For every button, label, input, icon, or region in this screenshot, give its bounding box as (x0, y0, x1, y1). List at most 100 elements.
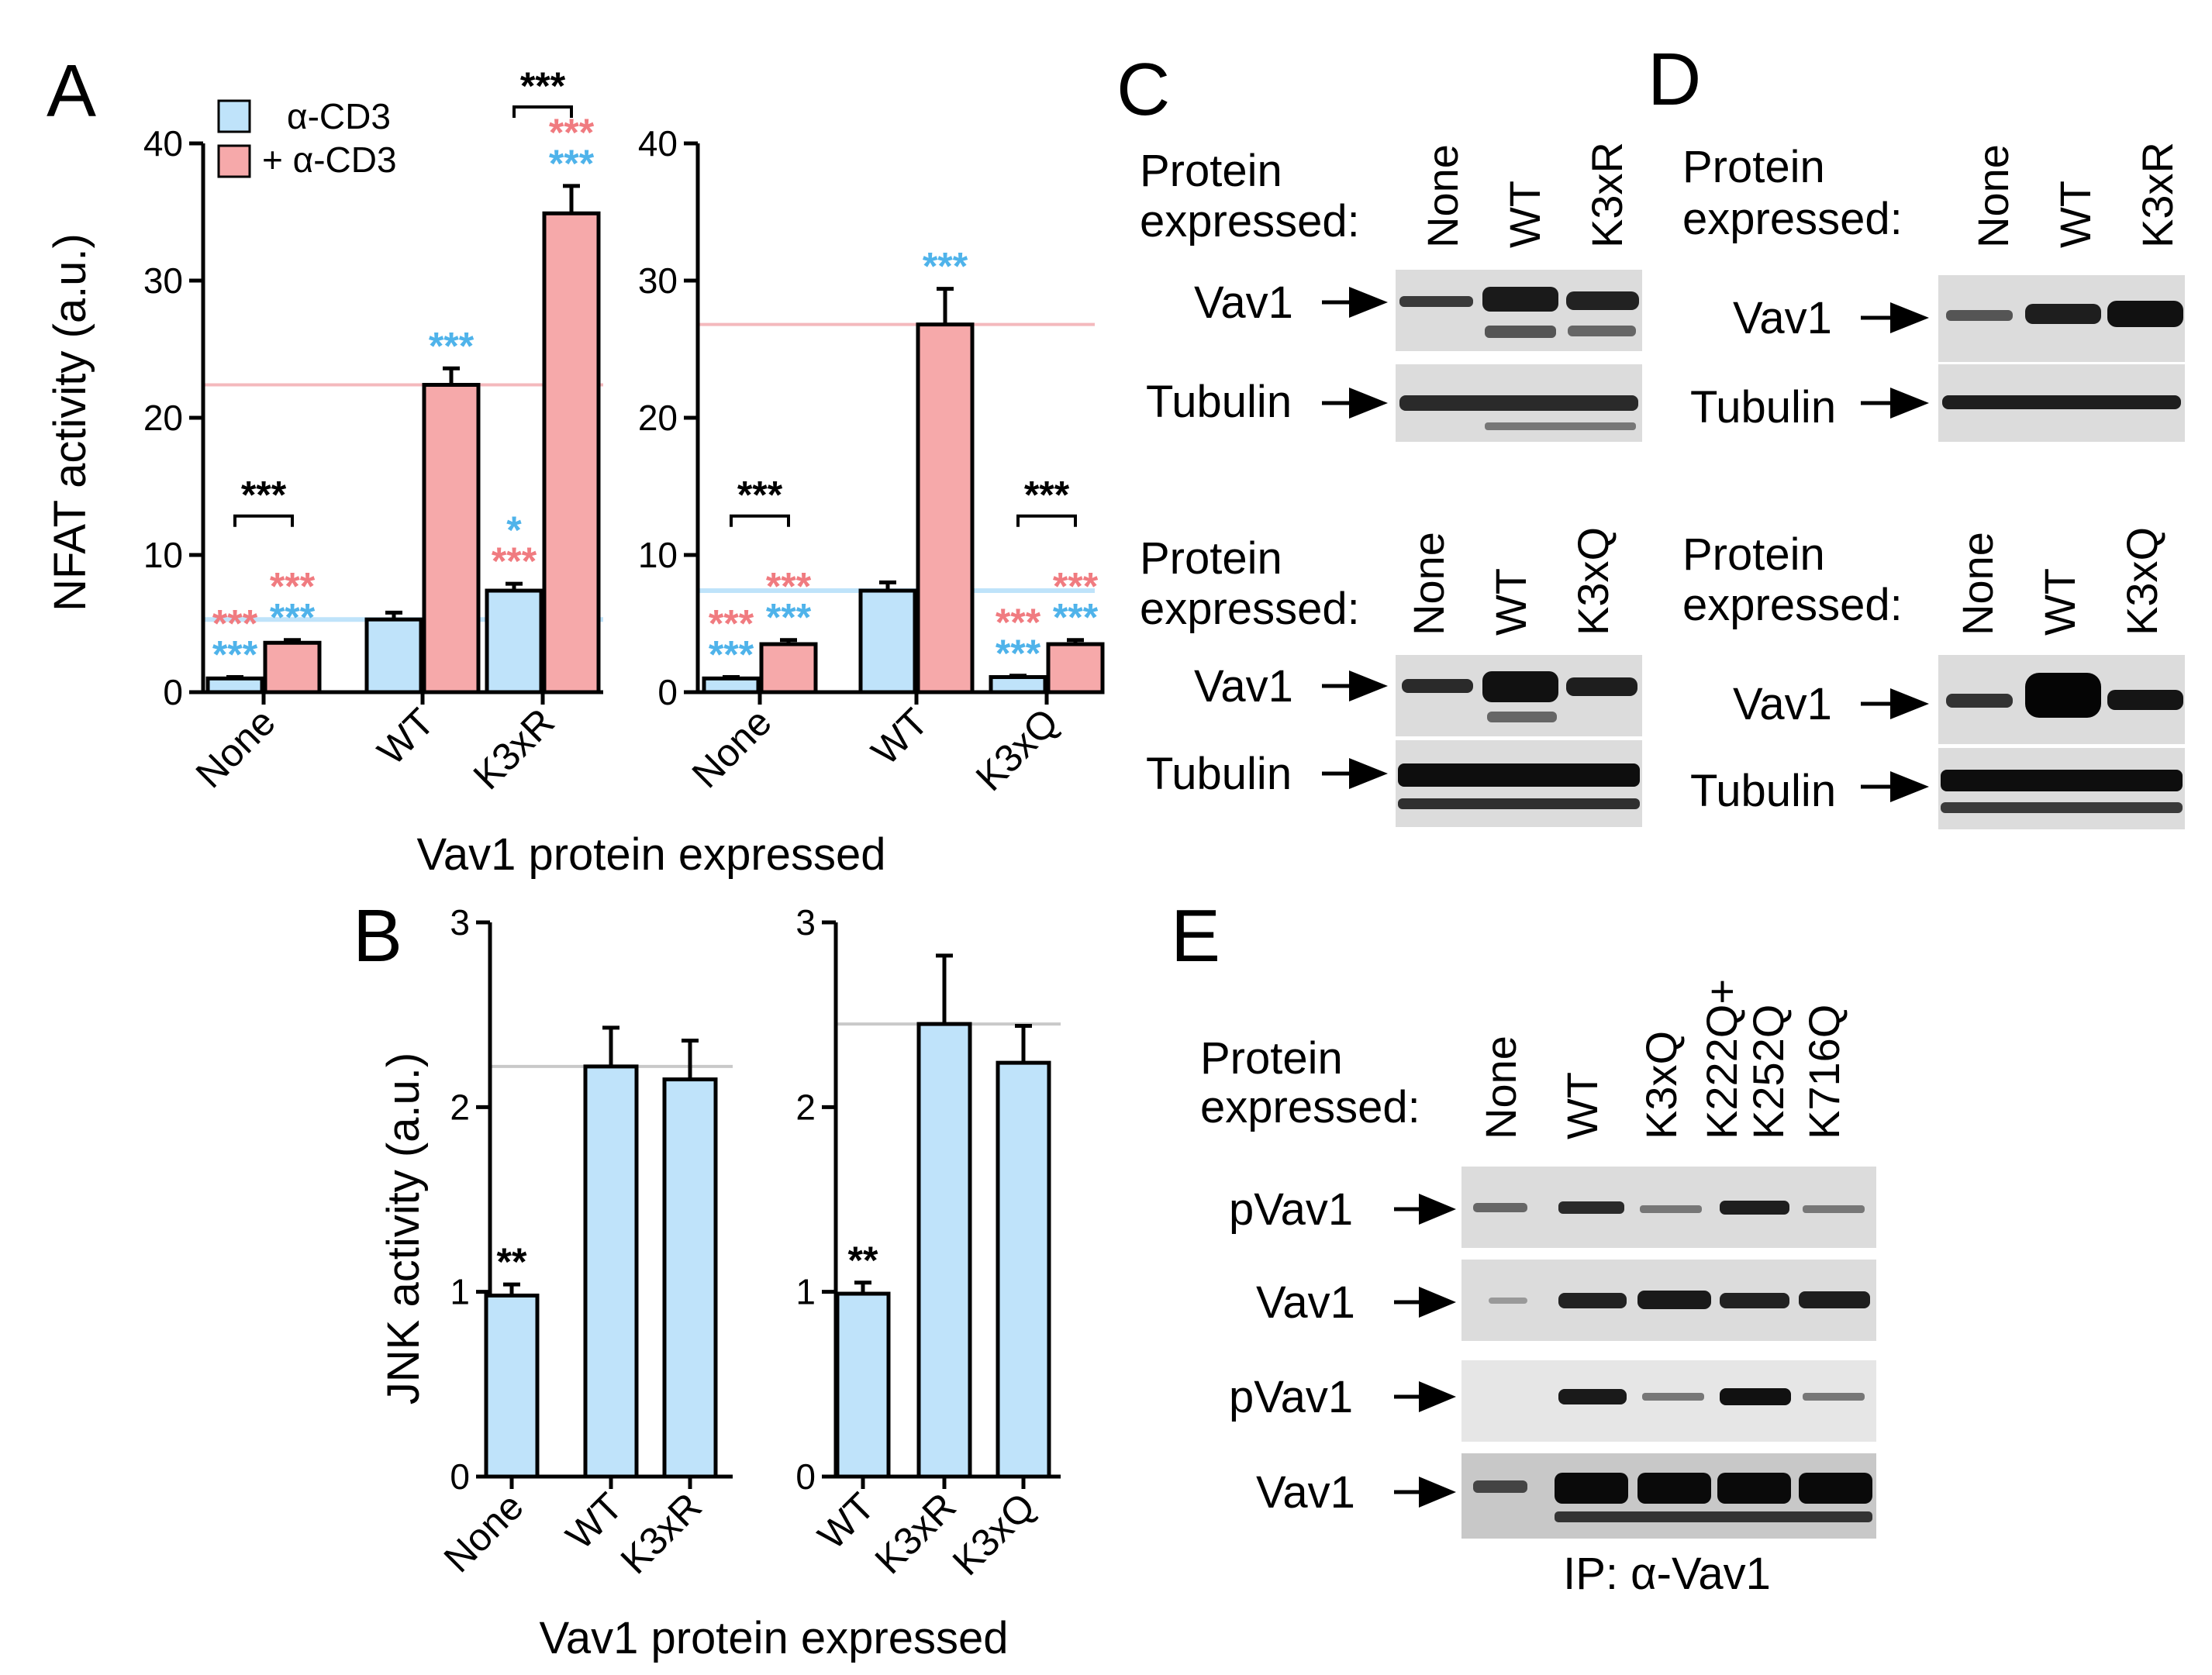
significance-stars: *** (709, 633, 754, 677)
x-tick-label: K3xQ (968, 700, 1067, 799)
blot-d-bottom: Protein expressed: None WT K3xQ Vav1 Tub… (1682, 527, 2185, 829)
significance-label: *** (520, 64, 566, 108)
blot-band (1717, 1473, 1791, 1504)
blot-band (1558, 1293, 1627, 1308)
blot-band (1942, 395, 2181, 409)
bar (916, 322, 975, 694)
blot-band (1946, 310, 2013, 321)
blot-c-bottom-row-label: Tubulin (1146, 749, 1292, 799)
arrow-icon (1861, 688, 1929, 719)
blot-c-top-header-line2: expressed: (1140, 196, 1360, 246)
blot-d-bottom-lane-label: WT (2035, 568, 2084, 636)
panel-letter-d: D (1648, 38, 1701, 121)
blot-band (1402, 679, 1473, 693)
arrow-icon (1322, 670, 1388, 701)
blot-d-top-lane-label: WT (2051, 181, 2100, 248)
bar (205, 676, 264, 694)
y-tick-label: 3 (795, 902, 816, 943)
panel-letter-e: E (1171, 894, 1220, 977)
blot-band (1473, 1480, 1527, 1493)
arrow-icon (1394, 1287, 1456, 1318)
arrow-icon (1322, 388, 1388, 419)
y-tick-label: 3 (450, 902, 470, 943)
blot-d-bottom-lane-label: K3xQ (2117, 527, 2166, 636)
significance-stars: *** (996, 601, 1041, 644)
blot-d-bottom-lane-label: None (1953, 532, 2002, 636)
blot-band (1946, 694, 2013, 708)
panel-letter-c: C (1116, 48, 1170, 131)
panel-letter-a: A (47, 50, 96, 133)
arrow-icon (1322, 758, 1388, 789)
blot-band (1637, 1473, 1711, 1504)
arrow-icon (1394, 1477, 1456, 1508)
blot-band (2025, 304, 2101, 324)
blot-c-bottom-header-line2: expressed: (1140, 584, 1360, 634)
significance-stars: *** (492, 539, 537, 583)
blot-d-bottom-header-line1: Protein (1682, 529, 1825, 580)
blot-d-top-lane-label: K3xR (2133, 142, 2182, 248)
significance-label: *** (1024, 474, 1070, 517)
y-tick-label: 2 (795, 1087, 816, 1127)
blot-d-bottom-row-label: Tubulin (1690, 766, 1836, 816)
blot-band (1398, 798, 1640, 809)
blot-e-header-line2: expressed: (1200, 1082, 1420, 1132)
blot-e-row-label: Vav1 (1256, 1467, 1355, 1518)
blot-band (1720, 1293, 1789, 1308)
blot-c-top-lane-label: WT (1500, 181, 1549, 248)
bar (759, 642, 818, 694)
x-tick-label: K3xR (465, 700, 563, 798)
blot-d-top: Protein expressed: None WT K3xR Vav1 Tub… (1682, 142, 2185, 442)
blot-c-top-lane-label: K3xR (1582, 142, 1631, 248)
significance-stars: *** (429, 324, 474, 367)
y-tick-label: 1 (795, 1272, 816, 1312)
blot-band (1555, 1511, 1872, 1522)
blot-band (1799, 1473, 1872, 1504)
significance-bracket (512, 105, 573, 118)
b-x-axis-label: Vav1 protein expressed (539, 1613, 1008, 1663)
y-tick-label: 40 (638, 123, 678, 164)
blot-e-lane-label: WT (1558, 1072, 1606, 1139)
bar (583, 1064, 639, 1479)
blot-band (1566, 677, 1637, 696)
bar (484, 1293, 540, 1479)
significance-stars: *** (923, 245, 968, 288)
bar (364, 617, 423, 694)
y-tick-label: 20 (638, 398, 678, 438)
x-tick-label: None (188, 700, 284, 796)
blot-band (1489, 1298, 1527, 1304)
bar (422, 383, 481, 694)
x-tick-label: WT (863, 700, 937, 774)
blot-band (1398, 763, 1640, 787)
significance-stars: *** (270, 565, 316, 608)
legend-label-minus: α-CD3 (287, 96, 391, 136)
significance-stars: *** (212, 633, 258, 677)
blot-band (1558, 1201, 1624, 1214)
blot-c-bottom: Protein expressed: None WT K3xQ Vav1 Tub… (1140, 527, 1642, 827)
significance-label: *** (737, 474, 783, 517)
significance-stars: ** (497, 1240, 527, 1284)
blot-c-top-lane-label: None (1418, 144, 1467, 248)
a-x-axis-label: Vav1 protein expressed (416, 829, 885, 880)
blot-e-lane-label: K3xQ (1637, 1031, 1686, 1139)
blot-band (1566, 291, 1639, 310)
blot-d-top-header-line1: Protein (1682, 142, 1825, 192)
blot-c-bottom-row-label: Vav1 (1194, 661, 1293, 712)
blot-band (1720, 1201, 1789, 1215)
blot-c-top-header-line1: Protein (1140, 146, 1282, 196)
x-tick-label: None (684, 700, 780, 796)
blot-d-top-lane-label: None (1969, 144, 2017, 248)
blot-e-lane-label: K716Q (1800, 1005, 1848, 1139)
bar (989, 675, 1047, 694)
y-tick-label: 30 (143, 260, 183, 301)
bar (662, 1077, 718, 1479)
blot-band (1720, 1388, 1791, 1405)
blot-band (1637, 1291, 1711, 1309)
significance-stars: *** (212, 602, 258, 646)
significance-stars: *** (766, 596, 812, 639)
arrow-icon (1861, 771, 1929, 802)
blot-band (1803, 1205, 1865, 1213)
significance-bracket (730, 514, 790, 527)
y-tick-label: 0 (163, 672, 183, 712)
blot-c-bottom-lane-label: K3xQ (1568, 527, 1617, 636)
